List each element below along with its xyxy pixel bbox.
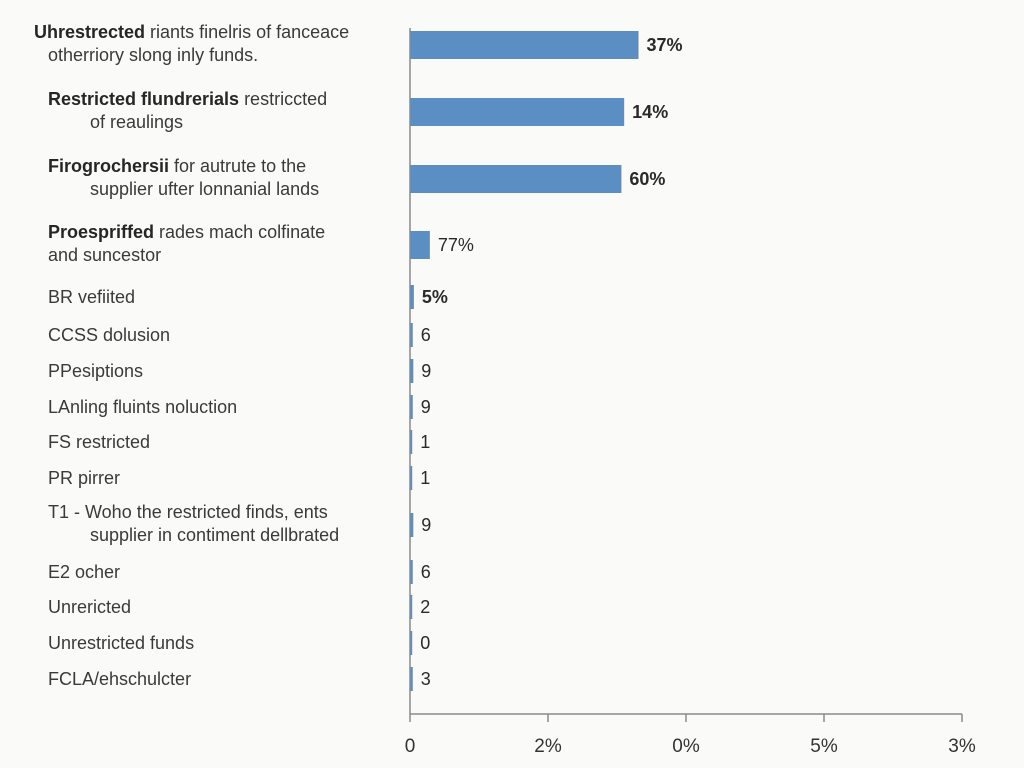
bar <box>410 323 413 347</box>
category-label: Unrericted <box>48 597 131 617</box>
bar <box>410 513 414 537</box>
category-label-bold: Proespriffed <box>48 222 154 242</box>
category-label: CCSS dolusion <box>48 325 170 345</box>
category-label-text: FCLA/ehschulcter <box>48 669 191 689</box>
category-label-text: rades mach colfinate <box>154 222 325 242</box>
category-label-bold: Uhrestrected <box>34 22 145 42</box>
category-label-text: CCSS dolusion <box>48 325 170 345</box>
category-label: BR vefiited <box>48 287 135 307</box>
bar <box>410 667 413 691</box>
category-label-text: Unrericted <box>48 597 131 617</box>
category-label: PPesiptions <box>48 361 143 381</box>
bar <box>410 285 414 309</box>
category-label: Firogrochersii for autrute to the <box>48 156 306 176</box>
bar <box>410 430 413 454</box>
category-label: E2 ocher <box>48 562 120 582</box>
value-labels: 37% 14% 60% 77% 5% 6 9 9 1 1 9 6 2 0 3 <box>420 35 682 689</box>
x-tick-label: 5% <box>810 736 838 757</box>
category-label-text: E2 ocher <box>48 562 120 582</box>
category-label-text: restriccted <box>239 89 327 109</box>
category-label-text: PPesiptions <box>48 361 143 381</box>
x-tick-label: 0% <box>672 736 700 757</box>
category-label-line2: supplier ufter lonnanial lands <box>90 179 319 199</box>
category-label-text: T1 - Woho the restricted finds, ents <box>48 502 328 522</box>
bar <box>410 359 414 383</box>
category-label: Proespriffed rades mach colfinate <box>48 222 325 242</box>
category-label: Unrestricted funds <box>48 633 194 653</box>
value-label: 9 <box>421 361 431 381</box>
value-label: 6 <box>421 325 431 345</box>
category-label-text: BR vefiited <box>48 287 135 307</box>
x-tick-label: 3% <box>948 736 976 757</box>
category-label-bold: Restricted flundrerials <box>48 89 239 109</box>
value-label: 1 <box>420 468 430 488</box>
x-tick-label: 2% <box>534 736 562 757</box>
category-label-text: LAnling fluints noluction <box>48 397 237 417</box>
category-label: LAnling fluints noluction <box>48 397 237 417</box>
value-label: 1 <box>420 432 430 452</box>
bar <box>410 395 413 419</box>
bars <box>410 31 639 691</box>
bar <box>410 31 639 59</box>
value-label: 37% <box>647 35 683 55</box>
value-label: 77% <box>438 235 474 255</box>
value-label: 2 <box>420 597 430 617</box>
category-label: T1 - Woho the restricted finds, ents <box>48 502 328 522</box>
value-label: 0 <box>420 633 430 653</box>
category-label: PR pirrer <box>48 468 120 488</box>
category-label-line2: otherriory slong inly funds. <box>48 45 258 65</box>
value-label: 3 <box>421 669 431 689</box>
category-labels: Uhrestrected riants finelris of fanceace… <box>34 22 349 689</box>
bar <box>410 231 430 259</box>
value-label: 9 <box>421 397 431 417</box>
value-label: 9 <box>421 515 431 535</box>
category-label: Uhrestrected riants finelris of fanceace <box>34 22 349 42</box>
category-label: Restricted flundrerials restriccted <box>48 89 327 109</box>
value-label: 6 <box>421 562 431 582</box>
value-label: 5% <box>422 287 448 307</box>
category-label-line2: of reaulings <box>90 112 183 132</box>
category-label: FCLA/ehschulcter <box>48 669 191 689</box>
x-tick-label: 0 <box>405 736 416 757</box>
x-axis-ticks: 0 2% 0% 5% 3% <box>405 714 976 757</box>
value-label: 60% <box>629 169 665 189</box>
category-label-line2: supplier in contiment dellbrated <box>90 525 339 545</box>
category-label-text: PR pirrer <box>48 468 120 488</box>
bar <box>410 165 622 193</box>
bar <box>410 595 413 619</box>
category-label-line2: and suncestor <box>48 245 161 265</box>
category-label-bold: Firogrochersii <box>48 156 169 176</box>
bar <box>410 98 625 126</box>
category-label-text: FS restricted <box>48 432 150 452</box>
category-label-text: for autrute to the <box>169 156 306 176</box>
bar <box>410 466 413 490</box>
category-label: FS restricted <box>48 432 150 452</box>
value-label: 14% <box>632 102 668 122</box>
bar <box>410 560 413 584</box>
category-label-text: riants finelris of fanceace <box>145 22 349 42</box>
category-label-text: Unrestricted funds <box>48 633 194 653</box>
bar <box>410 631 413 655</box>
